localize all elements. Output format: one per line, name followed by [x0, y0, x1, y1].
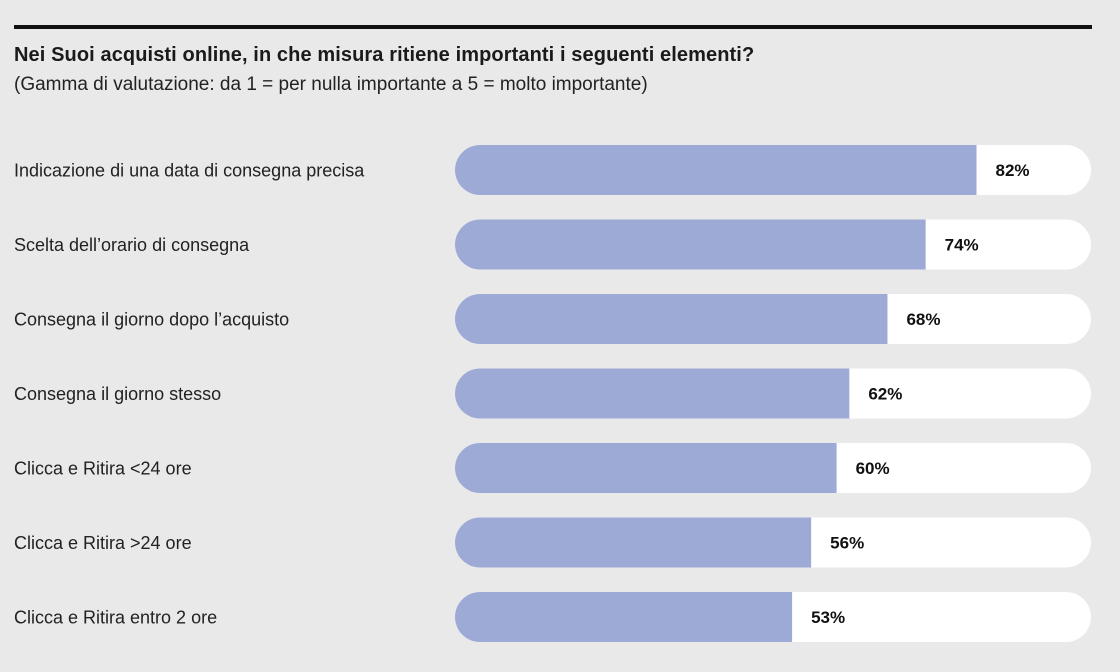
bar — [455, 368, 850, 419]
bar — [455, 592, 793, 642]
bar-row: Scelta dell’orario di consegna 74% — [14, 219, 1091, 270]
value-label: 53% — [811, 608, 845, 627]
value-label: 60% — [856, 459, 890, 478]
category-label: Consegna il giorno stesso — [14, 384, 221, 404]
bar — [455, 294, 888, 344]
bar — [455, 219, 926, 270]
category-label: Clicca e Ritira >24 ore — [14, 533, 192, 553]
bar-row: Consegna il giorno stesso 62% — [14, 368, 1091, 419]
bar — [455, 145, 977, 195]
category-label: Clicca e Ritira entro 2 ore — [14, 608, 217, 628]
bar-row: Consegna il giorno dopo l’acquisto 68% — [14, 294, 1091, 344]
bar-row: Indicazione di una data di consegna prec… — [14, 145, 1091, 195]
value-label: 82% — [996, 161, 1030, 180]
value-label: 56% — [830, 534, 864, 553]
bar-row: Clicca e Ritira entro 2 ore 53% — [14, 592, 1091, 642]
chart-title: Nei Suoi acquisti online, in che misura … — [14, 44, 755, 66]
value-label: 62% — [868, 385, 902, 404]
category-label: Scelta dell’orario di consegna — [14, 235, 250, 255]
value-label: 74% — [945, 236, 979, 255]
category-label: Indicazione di una data di consegna prec… — [14, 161, 365, 181]
top-rule — [14, 25, 1092, 29]
bar-row: Clicca e Ritira <24 ore 60% — [14, 443, 1091, 493]
bar — [455, 517, 812, 568]
bar-row: Clicca e Ritira >24 ore 56% — [14, 517, 1091, 568]
value-label: 68% — [906, 310, 940, 329]
chart-subtitle: (Gamma di valutazione: da 1 = per nulla … — [14, 74, 648, 95]
category-label: Clicca e Ritira <24 ore — [14, 459, 192, 479]
bar — [455, 443, 837, 493]
category-label: Consegna il giorno dopo l’acquisto — [14, 310, 289, 330]
